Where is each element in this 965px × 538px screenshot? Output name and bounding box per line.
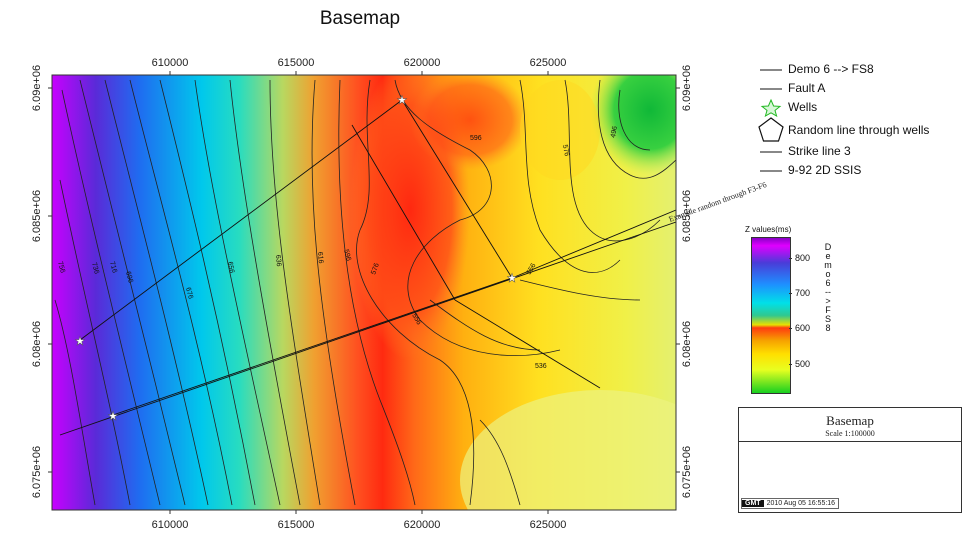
contour-label: 676 xyxy=(184,287,194,300)
contour-label: 616 xyxy=(316,252,324,264)
colorbar-tick: 500 xyxy=(788,359,810,369)
line-symbol xyxy=(760,88,782,90)
contour-label: 596 xyxy=(470,135,482,142)
contour-lines xyxy=(54,79,676,506)
survey-lines[interactable] xyxy=(59,99,676,436)
y-tick-label: 6.085e+06 xyxy=(681,190,693,242)
well-markers[interactable]: ★ ★ ★ ★ xyxy=(74,93,518,424)
map-legend: Demo 6 --> FS8 Fault A Wells Random line… xyxy=(752,60,962,180)
map-frame xyxy=(51,74,677,511)
legend-label: 9-92 2D SSIS xyxy=(788,163,862,177)
legend-label: Wells xyxy=(788,100,818,114)
title-block-footer: GMT 2010 Aug 05 16:55:16 xyxy=(741,498,840,509)
legend-label: Demo 6 --> FS8 xyxy=(788,62,874,76)
title-block-title: Basemap xyxy=(826,413,874,428)
y-tick-label: 6.09e+06 xyxy=(31,65,43,111)
map-title-block: Basemap Scale 1:100000 GMT 2010 Aug 05 16… xyxy=(738,407,962,513)
y-tick-label: 6.075e+06 xyxy=(31,446,43,498)
contour-label: 696 xyxy=(124,271,134,284)
y-tick-label: 6.09e+06 xyxy=(681,65,693,111)
contour-label: 716 xyxy=(108,261,118,274)
legend-item-2d-ssis[interactable]: 9-92 2D SSIS xyxy=(752,161,962,180)
contour-label: 576 xyxy=(561,144,570,157)
x-tick-label: 610000 xyxy=(152,57,189,69)
x-tick-label: 610000 xyxy=(152,519,189,531)
y-tick-label: 6.08e+06 xyxy=(31,321,43,367)
contour-label: 556 xyxy=(526,262,538,276)
x-tick-label: 615000 xyxy=(278,57,315,69)
gmt-logo: GMT xyxy=(742,500,764,507)
contour-label: 636 xyxy=(274,255,282,267)
star-icon xyxy=(760,98,782,117)
y-tick-label: 6.08e+06 xyxy=(681,321,693,367)
colorbar-title: Z values(ms) xyxy=(745,225,792,234)
contour-label: 736 xyxy=(90,262,100,275)
colorbar-tick: 700 xyxy=(788,288,810,298)
x-tick-label: 615000 xyxy=(278,519,315,531)
legend-item-wells[interactable]: Wells xyxy=(752,98,962,117)
z-value-raster xyxy=(52,75,676,510)
contour-label: 496 xyxy=(610,126,619,139)
x-axis-top-labels: 610000 615000 620000 625000 xyxy=(152,57,567,69)
page-title: Basemap xyxy=(319,8,401,29)
contour-label: 656 xyxy=(226,261,235,274)
legend-label: Fault A xyxy=(788,81,826,95)
star-icon: ★ xyxy=(75,334,86,348)
line-symbol xyxy=(760,170,782,172)
contour-labels: 596 576 496 756 736 716 696 676 656 636 … xyxy=(56,126,619,370)
contour-label: 536 xyxy=(535,363,547,370)
legend-item-strike-line[interactable]: Strike line 3 xyxy=(752,142,962,161)
title-block-scale: Scale 1:100000 xyxy=(825,429,875,438)
y-axis-right-labels: 6.09e+06 6.085e+06 6.08e+06 6.075e+06 xyxy=(681,65,693,498)
x-tick-label: 625000 xyxy=(530,519,567,531)
colorbar-tick: 600 xyxy=(788,323,810,333)
y-axis-left-labels: 6.09e+06 6.085e+06 6.08e+06 6.075e+06 xyxy=(31,65,43,498)
x-tick-label: 620000 xyxy=(404,57,441,69)
colorbar-vertical-label: Demo 6 --> FS8 xyxy=(824,242,832,333)
contour-label: 756 xyxy=(56,261,66,274)
x-tick-label: 620000 xyxy=(404,519,441,531)
y-tick-label: 6.075e+06 xyxy=(681,446,693,498)
title-block-header: Basemap Scale 1:100000 xyxy=(739,408,961,442)
line-symbol xyxy=(760,69,782,71)
legend-label: Random line through wells xyxy=(788,123,930,137)
legend-label: Strike line 3 xyxy=(788,144,851,158)
y-tick-label: 6.085e+06 xyxy=(31,190,43,242)
x-axis-bottom-labels: 610000 615000 620000 625000 xyxy=(152,519,567,531)
x-tick-label: 625000 xyxy=(530,57,567,69)
timestamp: 2010 Aug 05 16:55:16 xyxy=(766,500,836,507)
legend-item-fault-a[interactable]: Fault A xyxy=(752,79,962,98)
colorbar xyxy=(751,237,791,394)
star-icon: ★ xyxy=(397,93,408,107)
star-icon: ★ xyxy=(507,271,518,285)
star-icon: ★ xyxy=(108,409,119,423)
contour-label: 556 xyxy=(410,313,422,327)
legend-item-demo6[interactable]: Demo 6 --> FS8 xyxy=(752,60,962,79)
colorbar-tick: 800 xyxy=(788,253,810,263)
legend-item-random-line[interactable]: Random line through wells xyxy=(752,117,962,142)
pentagon-icon xyxy=(758,117,784,142)
contour-label: 596 xyxy=(342,249,352,262)
line-symbol xyxy=(760,151,782,153)
axis-ticks xyxy=(48,71,680,514)
contour-label: 576 xyxy=(370,262,381,275)
